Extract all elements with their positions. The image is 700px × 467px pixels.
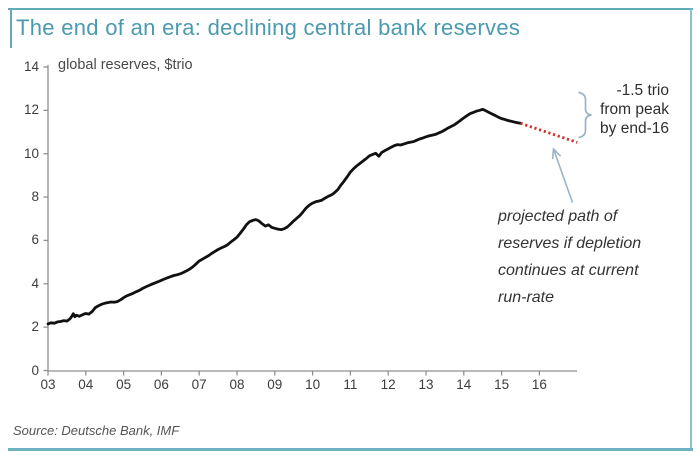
x-tick-label: 16 xyxy=(531,377,547,392)
chart-title: The end of an era: declining central ban… xyxy=(16,15,521,40)
x-tick-label: 04 xyxy=(78,377,94,392)
projection-line xyxy=(520,121,578,144)
x-tick-label: 03 xyxy=(40,377,56,392)
x-tick-label: 13 xyxy=(418,377,434,392)
frame-left-rule xyxy=(10,10,12,48)
projection-note-line-1: projected path of xyxy=(498,208,618,225)
x-tick-label: 05 xyxy=(116,377,132,392)
y-tick-label: 4 xyxy=(31,275,39,291)
projection-note-line-4: run-rate xyxy=(498,289,555,306)
axis-ticks xyxy=(43,66,541,376)
y-tick-label: 10 xyxy=(23,145,39,161)
drop-annotation-line-3: by end-16 xyxy=(600,120,669,137)
y-tick-label: 8 xyxy=(31,189,39,205)
frame-bottom-rule xyxy=(8,448,693,451)
y-tick-label: 2 xyxy=(31,319,39,335)
x-tick-label: 12 xyxy=(380,377,396,392)
reserves-line xyxy=(46,107,522,326)
x-tick-label: 09 xyxy=(267,377,283,392)
x-tick-label: 11 xyxy=(343,377,358,392)
frame-right-rule xyxy=(690,9,692,450)
drop-brace-icon xyxy=(578,91,592,139)
projection-arrow-icon xyxy=(551,147,574,203)
x-tick-label: 07 xyxy=(191,377,207,392)
y-axis-unit-label: global reserves, $trio xyxy=(58,57,193,73)
y-tick-label: 12 xyxy=(23,102,39,118)
x-tick-label: 14 xyxy=(456,377,472,392)
x-tick-label: 10 xyxy=(305,377,321,392)
frame-top-rule xyxy=(8,8,693,10)
projection-annotation: projected path of reserves if depletion … xyxy=(498,203,641,311)
x-tick-label: 06 xyxy=(153,377,169,392)
x-tick-label: 15 xyxy=(494,377,510,392)
y-tick-label: 6 xyxy=(31,232,39,248)
drop-annotation-line-1: -1.5 trio xyxy=(616,82,669,99)
drop-annotation-line-2: from peak xyxy=(600,101,669,118)
x-tick-label: 08 xyxy=(229,377,245,392)
drop-annotation: -1.5 trio from peak by end-16 xyxy=(600,81,669,138)
y-tick-label: 14 xyxy=(23,58,39,74)
projection-note-line-2: reserves if depletion xyxy=(498,235,642,252)
chart-series xyxy=(46,107,578,326)
projection-note-line-3: continues at current xyxy=(498,262,639,279)
y-tick-label: 0 xyxy=(31,362,39,378)
source-caption: Source: Deutsche Bank, IMF xyxy=(13,423,180,438)
